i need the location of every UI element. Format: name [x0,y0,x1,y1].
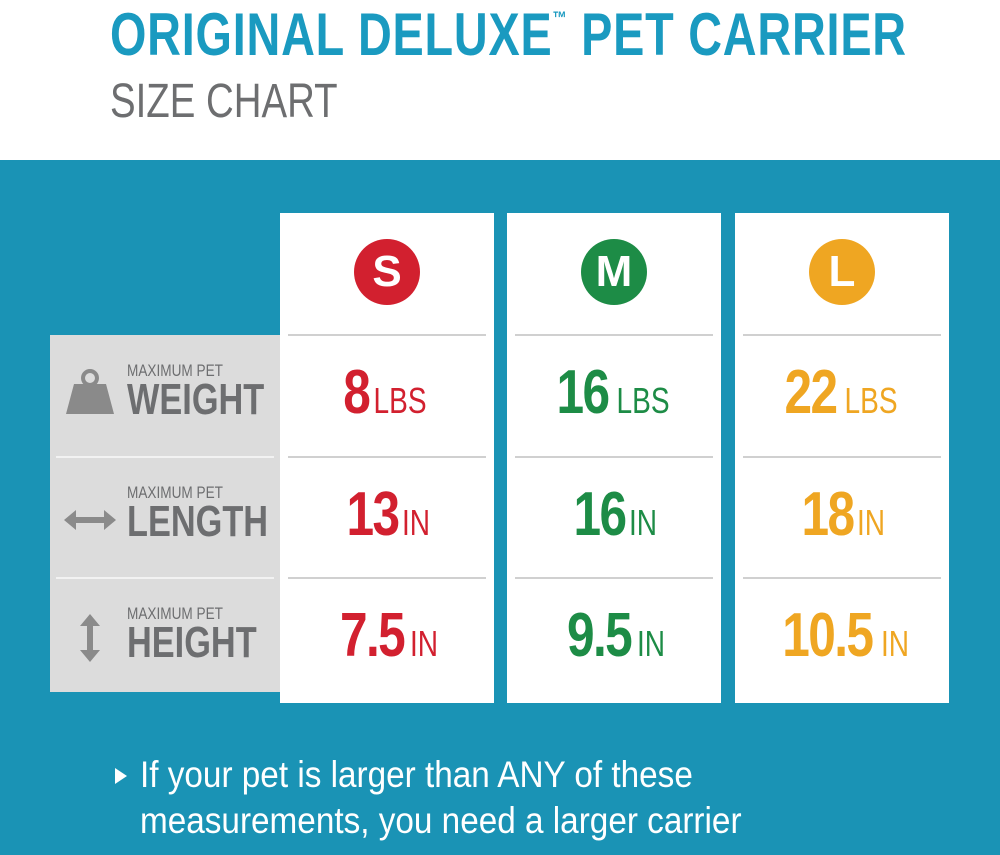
value: 16 [573,480,627,549]
row-prefix: MAXIMUM PET [127,361,223,380]
size-badge: M [581,239,647,305]
unit: IN [637,623,666,664]
row-prefix: MAXIMUM PET [127,483,223,502]
size-badge: L [809,239,875,305]
unit: LBS [373,380,427,421]
unit: IN [410,623,439,664]
size-column: M [507,213,721,703]
row-label: HEIGHT [127,618,257,667]
value: 8 [342,358,371,427]
subtitle: SIZE CHART [110,75,338,128]
unit: IN [881,623,910,664]
value-cell: 16 LBS [507,357,721,437]
divider [288,334,486,336]
weight-icon [66,369,114,414]
divider [743,456,941,458]
value: 7.5 [339,601,406,670]
value-cell: 16 IN [507,479,721,559]
row-prefix: MAXIMUM PET [127,604,223,623]
unit: LBS [844,380,899,421]
value-cell: 7.5 IN [280,600,494,680]
value: 22 [784,358,839,427]
row-label: WEIGHT [127,375,265,424]
height-icon [80,614,100,662]
title: ORIGINAL DELUXE™ PET CARRIER [110,0,907,69]
value-cell: 9.5 IN [507,600,721,680]
value: 9.5 [566,601,633,670]
bullet [115,768,127,784]
unit: IN [629,502,658,543]
value-cell: 13 IN [280,479,494,559]
value-cell: 18 IN [735,479,949,559]
divider [56,577,274,579]
divider [288,456,486,458]
title-text: ORIGINAL DELUXE [110,1,553,68]
value-cell: 8 LBS [280,357,494,437]
divider [515,334,713,336]
unit: LBS [616,380,671,421]
unit: IN [402,502,431,543]
row-label: LENGTH [127,497,269,546]
divider [743,334,941,336]
trademark: ™ [552,8,568,28]
divider [515,456,713,458]
unit: IN [857,502,886,543]
value: 16 [556,358,611,427]
note: If your pet is larger than ANY of these … [140,754,742,841]
value-cell: 10.5 IN [735,600,949,680]
value-cell: 22 LBS [735,357,949,437]
length-icon [64,510,116,530]
value: 13 [346,480,400,549]
divider [56,456,274,458]
size-column: L [735,213,949,703]
divider [743,577,941,579]
value: 18 [801,480,855,549]
divider [288,577,486,579]
value: 10.5 [781,601,874,670]
size-badge: S [354,239,420,305]
title-text: PET CARRIER [581,1,907,68]
divider [515,577,713,579]
size-column: S [280,213,494,703]
